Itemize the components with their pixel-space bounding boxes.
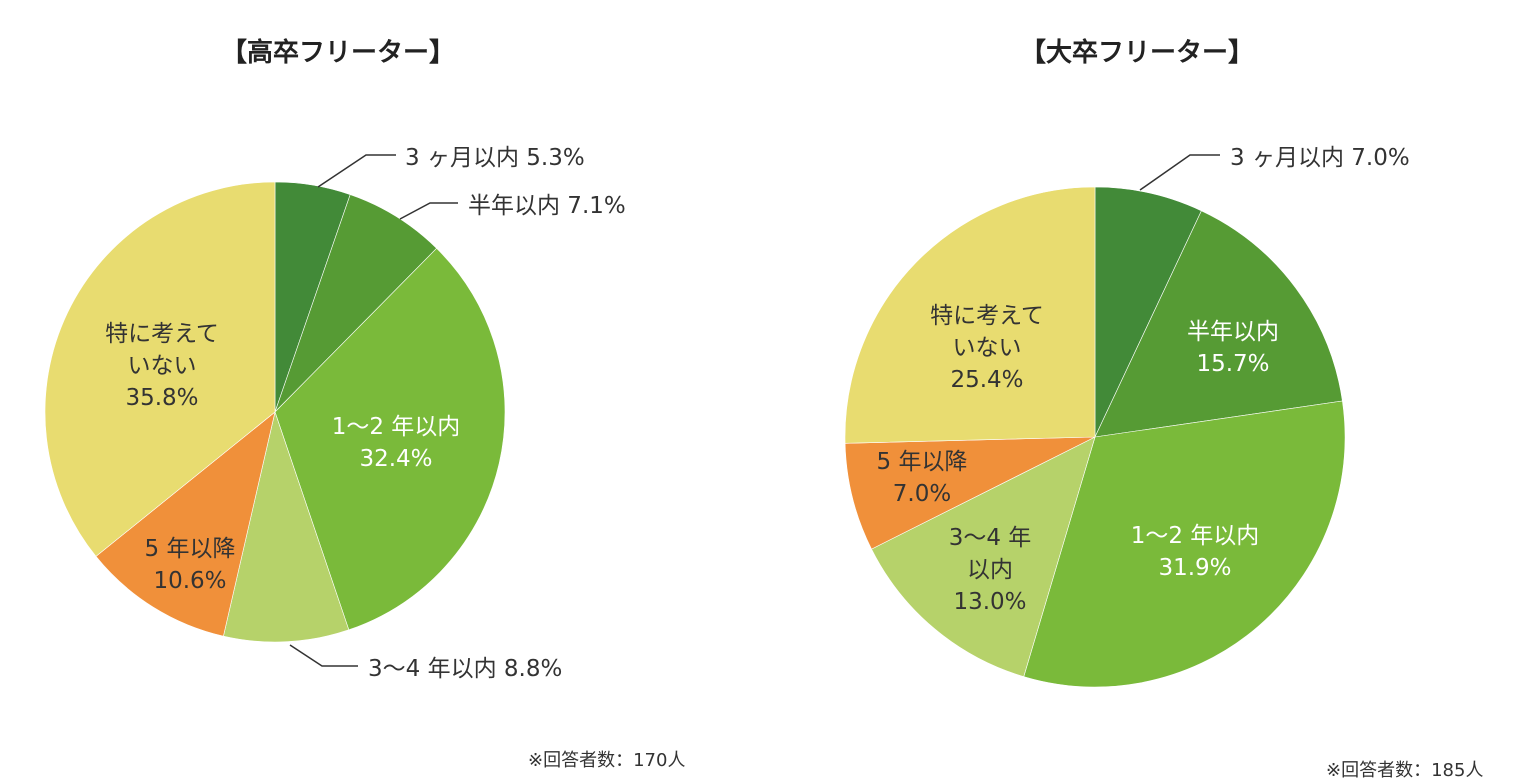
label-value: 35.8% xyxy=(125,385,199,411)
label-value: 10.6% xyxy=(153,568,227,594)
pie-slice xyxy=(1094,210,1343,438)
label-line: いない xyxy=(952,335,1022,361)
label-univ-undecided: 特に考えて いない 25.4% xyxy=(930,300,1044,396)
label-value: 25.4% xyxy=(950,367,1024,393)
pie-slice xyxy=(871,436,1096,678)
label-univ-5years: 5 年以降 7.0% xyxy=(877,446,968,510)
pie-slice xyxy=(274,247,506,631)
label-hs-halfyear: 半年以内 7.1% xyxy=(468,193,626,219)
leader-line-hs-halfyear xyxy=(399,202,458,220)
label-line: 特に考えて xyxy=(930,303,1044,329)
pie-high-school xyxy=(44,181,506,643)
label-value: 15.7% xyxy=(1196,351,1270,377)
pie-slice xyxy=(44,181,276,557)
pie-slice xyxy=(274,194,438,413)
pie-slice xyxy=(1094,186,1202,438)
pie-slice xyxy=(844,436,1096,550)
label-hs-3-4years: 3〜4 年以内 8.8% xyxy=(368,656,563,682)
pie-slice xyxy=(1023,400,1346,688)
label-hs-3months: 3 ヶ月以内 5.3% xyxy=(405,145,585,171)
label-line: 5 年以降 xyxy=(144,536,236,562)
pie-slice xyxy=(223,410,350,643)
label-line: 5 年以降 xyxy=(876,449,968,475)
leader-line-hs-3months xyxy=(317,154,396,188)
label-line: いない xyxy=(127,353,197,379)
pie-university xyxy=(844,186,1346,688)
pie-slice xyxy=(844,186,1096,444)
chart-title-university: 【大卒フリーター】 xyxy=(1019,38,1255,68)
label-line: 1〜2 年以内 xyxy=(331,414,461,440)
label-hs-5years: 5 年以降 10.6% xyxy=(145,533,236,597)
label-line: 1〜2 年以内 xyxy=(1130,523,1260,549)
label-line: 半年以内 xyxy=(1187,319,1279,345)
chart-title-high-school: 【高卒フリーター】 xyxy=(220,38,456,68)
label-line: 3〜4 年 xyxy=(948,525,1032,551)
label-hs-1-2years: 1〜2 年以内 32.4% xyxy=(332,411,461,475)
label-value: 7.0% xyxy=(892,481,952,507)
leader-line-univ-3months xyxy=(1139,154,1220,191)
label-line: 以内 xyxy=(966,557,1013,583)
label-hs-undecided: 特に考えて いない 35.8% xyxy=(105,318,219,414)
label-univ-halfyear: 半年以内 15.7% xyxy=(1187,316,1279,380)
label-univ-3-4years: 3〜4 年 以内 13.0% xyxy=(949,522,1032,618)
label-value: 13.0% xyxy=(953,589,1027,615)
respondents-note-university: ※回答者数：185人 xyxy=(1326,760,1484,781)
label-line: 特に考えて xyxy=(105,321,219,347)
label-value: 31.9% xyxy=(1158,555,1232,581)
pie-slice xyxy=(95,411,276,637)
label-univ-1-2years: 1〜2 年以内 31.9% xyxy=(1131,520,1260,584)
label-univ-3months: 3 ヶ月以内 7.0% xyxy=(1230,145,1410,171)
leader-line-hs-3-4years xyxy=(289,644,358,667)
respondents-note-high-school: ※回答者数：170人 xyxy=(528,750,686,771)
label-value: 32.4% xyxy=(359,446,433,472)
